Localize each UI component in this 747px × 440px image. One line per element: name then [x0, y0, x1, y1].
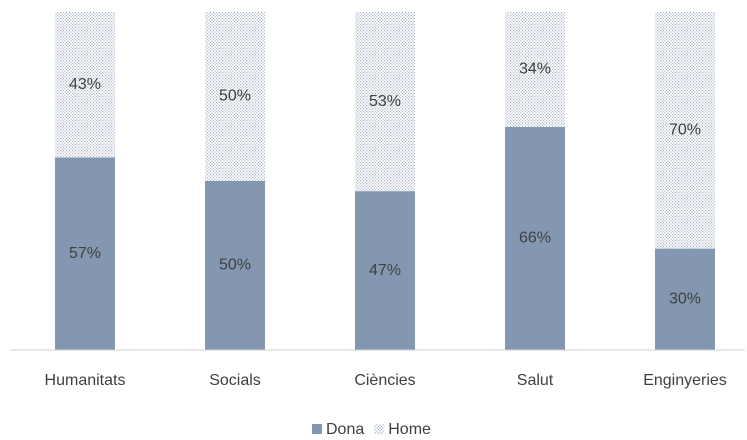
bar-segment: [55, 157, 115, 350]
data-label: 70%: [669, 122, 701, 139]
bar-segment: [55, 12, 115, 158]
x-tick-label: Salut: [517, 372, 554, 389]
data-label: 43%: [69, 76, 101, 93]
x-tick-label: Socials: [209, 372, 261, 389]
x-tick-label: Enginyeries: [643, 372, 727, 389]
data-label: 50%: [219, 88, 251, 105]
data-label: 50%: [219, 257, 251, 274]
x-tick-label: Humanitats: [45, 372, 126, 389]
data-label: 30%: [669, 291, 701, 308]
data-label: 34%: [519, 61, 551, 78]
bar-segment: [205, 12, 265, 181]
bar-segment: [505, 126, 565, 350]
legend-swatch: [312, 424, 322, 434]
legend: Dona Home: [312, 421, 431, 438]
data-label: 47%: [369, 262, 401, 279]
bar-segment: [505, 12, 565, 127]
bar-segment: [355, 12, 415, 192]
data-label: 66%: [519, 230, 551, 247]
data-label: 57%: [69, 245, 101, 262]
bar-segment: [655, 248, 715, 350]
data-label: 53%: [369, 93, 401, 110]
legend-swatch: [374, 424, 385, 434]
x-tick-label: Ciències: [354, 372, 415, 389]
legend-label: Home: [388, 421, 431, 438]
bar-segment: [655, 12, 715, 249]
legend-label: Dona: [326, 421, 364, 438]
bar-segment: [205, 181, 265, 350]
bar-segment: [355, 191, 415, 350]
